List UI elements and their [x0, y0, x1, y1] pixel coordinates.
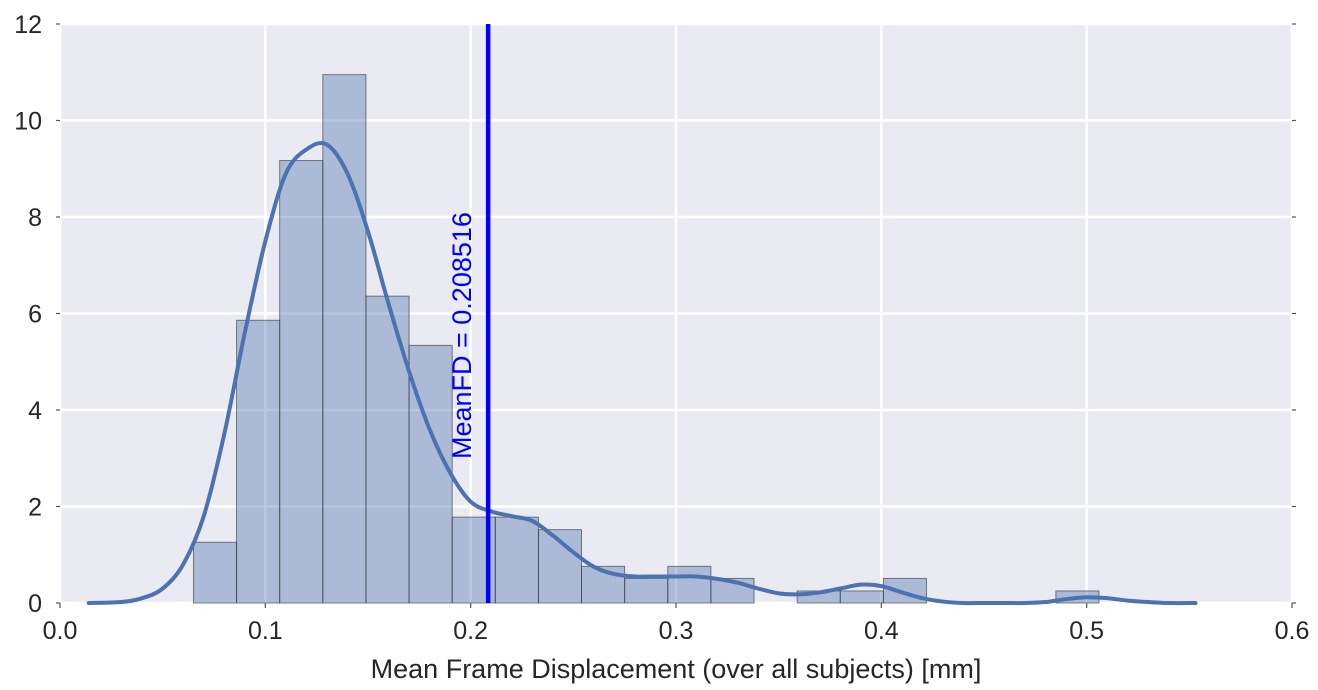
histogram-bar — [365, 295, 410, 604]
histogram-bar — [322, 74, 367, 604]
histogram-bar — [667, 565, 712, 604]
y-tick-label: 10 — [14, 108, 42, 136]
axis-ticks — [56, 23, 1296, 608]
y-tick-label: 4 — [28, 397, 42, 425]
kde-curve — [86, 141, 1198, 606]
histogram-bar — [279, 160, 324, 604]
x-tick-label: 0.5 — [1069, 617, 1104, 645]
x-tick-label: 0.3 — [659, 617, 694, 645]
histogram-bar — [494, 516, 539, 604]
y-tick-label: 8 — [28, 204, 42, 232]
x-tick-label: 0.0 — [43, 617, 78, 645]
histogram-bar — [193, 541, 238, 604]
y-tick-label: 6 — [28, 301, 42, 329]
x-axis-label: Mean Frame Displacement (over all subjec… — [371, 654, 982, 684]
x-tick-label: 0.1 — [248, 617, 283, 645]
y-tick-label: 2 — [28, 494, 42, 522]
x-tick-labels: 0.0 0.1 0.2 0.3 0.4 0.5 0.6 — [43, 617, 1310, 645]
histogram-bar — [408, 344, 453, 604]
y-tick-labels: 0 2 4 6 8 10 12 — [14, 11, 42, 618]
x-tick-label: 0.2 — [453, 617, 488, 645]
histogram-bar — [839, 590, 884, 604]
x-tick-label: 0.6 — [1275, 617, 1310, 645]
mean-line-label: MeanFD = 0.208516 — [447, 212, 477, 459]
histogram-bar — [624, 577, 669, 604]
y-tick-label: 0 — [28, 590, 42, 618]
histogram-bar — [236, 319, 281, 604]
y-tick-label: 12 — [14, 11, 42, 39]
x-tick-label: 0.4 — [864, 617, 899, 645]
